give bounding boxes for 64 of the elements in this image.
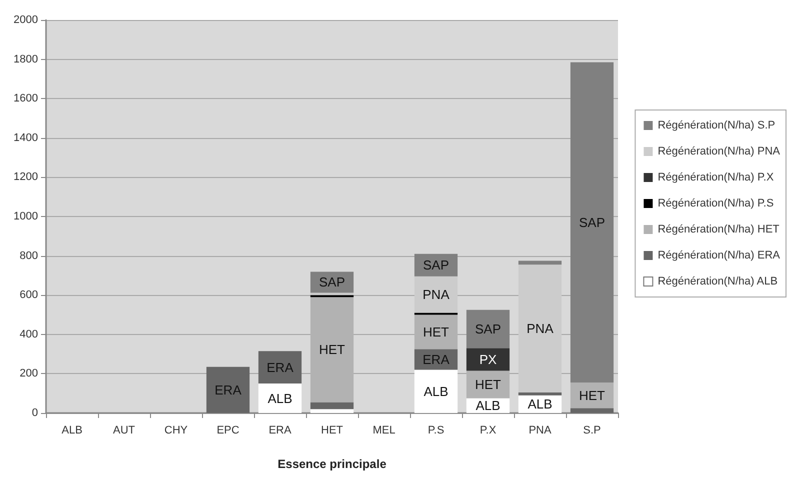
data-label: SAP — [578, 214, 606, 230]
data-label: HET — [579, 388, 606, 403]
y-tick-label: 2000 — [14, 14, 38, 26]
y-tick-label: 600 — [20, 289, 38, 302]
y-tick-label: 1400 — [14, 132, 38, 144]
y-tick-label: 1200 — [14, 171, 38, 184]
data-label: ALB — [424, 384, 448, 399]
data-label: ERA — [266, 360, 294, 375]
x-tick-label: EPC — [216, 424, 240, 436]
bar — [258, 351, 302, 384]
bar — [310, 402, 354, 410]
x-tick-label: S.P — [583, 424, 601, 436]
data-label: HET — [423, 324, 450, 340]
bar — [206, 366, 250, 413]
bar — [570, 408, 614, 413]
bar — [414, 276, 458, 313]
y-tick-label: 400 — [20, 328, 38, 340]
data-label: PNA — [422, 287, 450, 302]
data-label: ALB — [528, 396, 552, 412]
x-tick-label: MEL — [372, 424, 396, 436]
bar — [518, 264, 562, 392]
x-tick-label: ALB — [62, 424, 82, 436]
bar — [466, 348, 510, 371]
data-label: ALB — [268, 390, 292, 406]
data-label: HET — [319, 342, 346, 358]
x-tick-label: P.X — [480, 424, 497, 436]
y-tick-label: 1600 — [14, 92, 38, 105]
data-label: HET — [475, 377, 502, 392]
data-label: SAP — [422, 258, 450, 273]
legend-label: Régénération(N/ha) HET — [658, 224, 780, 236]
data-label: PX — [479, 352, 497, 367]
bar — [258, 384, 302, 413]
legend-label: Régénération(N/ha) ALB — [658, 276, 778, 288]
data-label: SAP — [474, 321, 502, 336]
x-tick-label: CHY — [164, 424, 188, 436]
legend-label: Régénération(N/ha) PNA — [658, 146, 781, 158]
x-tick-label: HET — [321, 424, 344, 436]
x-tick-label: AUT — [113, 424, 136, 436]
legend-label: Régénération(N/ha) S.P — [658, 120, 776, 132]
bar — [310, 409, 354, 413]
y-tick-label: 1000 — [14, 210, 38, 222]
x-axis-title: Essence principale — [278, 457, 387, 471]
x-tick-label: P.S — [428, 424, 444, 436]
legend-label: Régénération(N/ha) P.S — [658, 198, 774, 210]
y-tick-label: 0 — [32, 407, 38, 419]
bar — [570, 62, 614, 383]
data-label: SAP — [318, 274, 346, 290]
legend-label: Régénération(N/ha) ERA — [658, 250, 781, 262]
bar — [518, 392, 562, 396]
x-tick-label: ERA — [268, 424, 292, 436]
y-tick-label: 200 — [20, 368, 38, 380]
data-label: ERA — [214, 382, 242, 398]
bar — [310, 292, 354, 296]
data-label: ALB — [476, 398, 500, 414]
data-label: PNA — [526, 321, 554, 336]
bar — [518, 260, 562, 265]
legend-label: Régénération(N/ha) P.X — [658, 172, 774, 184]
bar — [414, 370, 458, 413]
bar — [466, 310, 510, 348]
y-tick-label: 1800 — [14, 53, 38, 66]
y-tick-label: 800 — [20, 250, 38, 262]
data-label: ERA — [422, 352, 450, 367]
bar — [570, 382, 614, 408]
x-tick-label: PNA — [528, 424, 552, 436]
